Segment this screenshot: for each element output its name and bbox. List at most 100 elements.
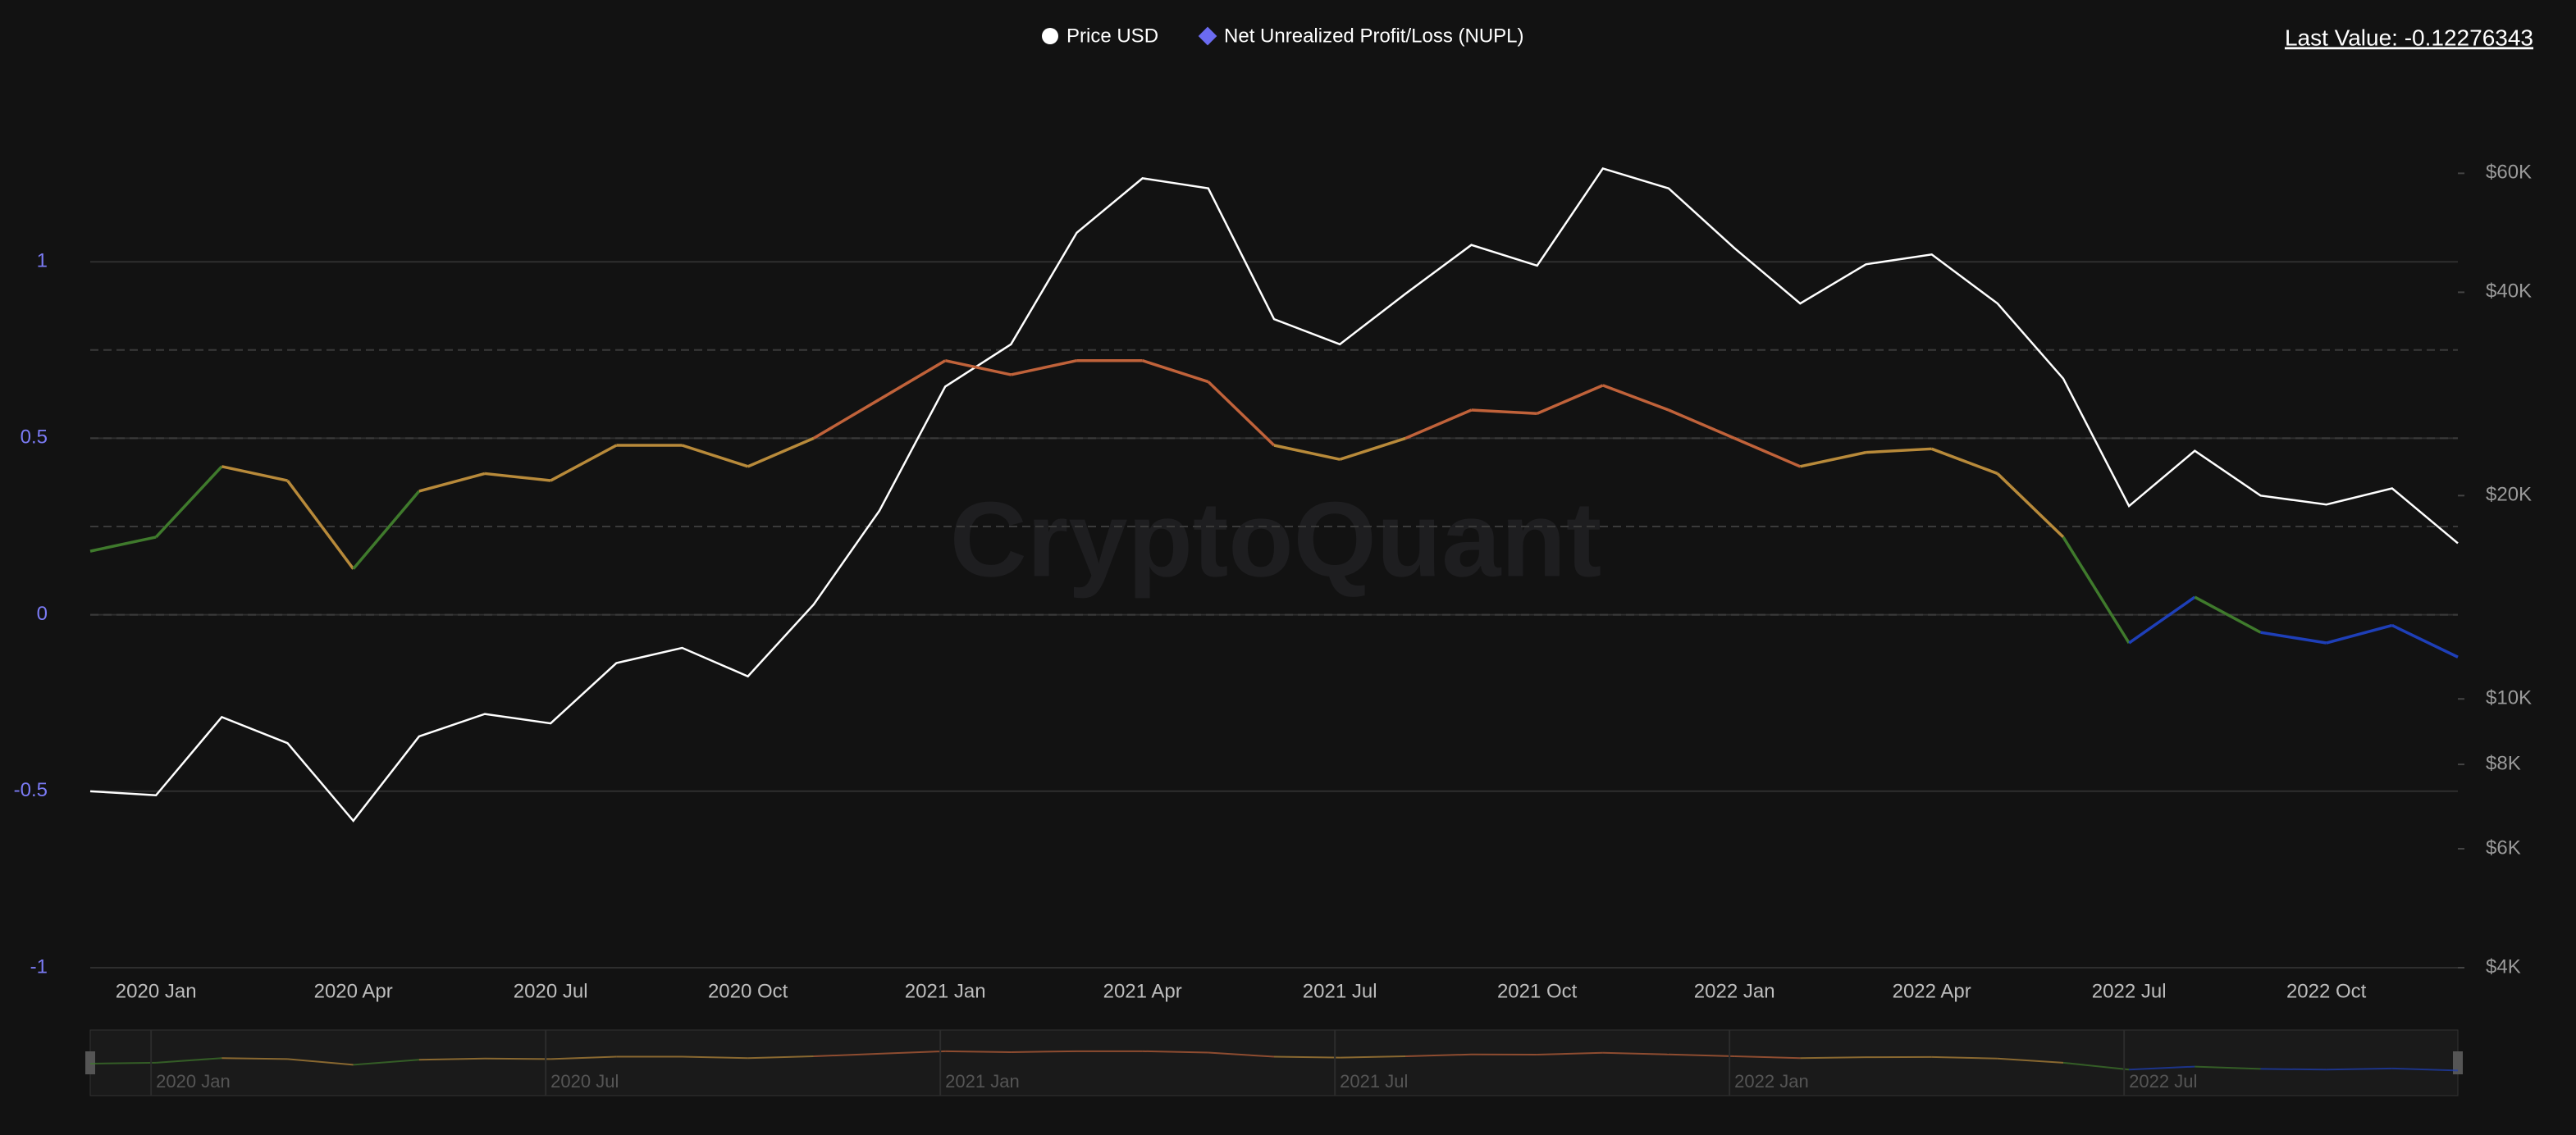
- y2-tick-label: $8K: [2486, 752, 2521, 774]
- y-tick-label: 0: [37, 603, 48, 625]
- navigator-segment: [879, 1050, 946, 1055]
- navigator-segment: [2129, 1065, 2195, 1071]
- navigator[interactable]: [89, 1029, 2459, 1096]
- x-tick-label: 2022 Apr: [1893, 980, 1971, 1002]
- nupl-segment: [1404, 408, 1473, 440]
- navigator-label: 2021 Jan: [945, 1071, 1020, 1092]
- nupl-segment: [1471, 408, 1537, 416]
- nupl-segment: [1273, 444, 1341, 461]
- y2-tick-label: $6K: [2486, 836, 2521, 859]
- nupl-segment: [221, 465, 288, 482]
- navigator-segment: [945, 1050, 1012, 1053]
- navigator-segment: [89, 1061, 157, 1064]
- navigator-segment: [1405, 1053, 1472, 1057]
- nupl-segment: [1668, 408, 1735, 440]
- x-tick-label: 2021 Oct: [1497, 980, 1578, 1002]
- nupl-segment: [2326, 623, 2393, 645]
- nupl-segment: [2391, 623, 2459, 659]
- legend-marker: [1042, 28, 1058, 44]
- navigator-segment: [1273, 1055, 1341, 1059]
- nupl-segment: [550, 444, 618, 482]
- legend-label[interactable]: Price USD: [1066, 25, 1158, 47]
- nupl-segment: [879, 359, 947, 401]
- x-tick-label: 2020 Apr: [314, 980, 393, 1002]
- y2-tick-label: $40K: [2486, 280, 2532, 303]
- nupl-segment: [484, 472, 551, 482]
- nupl-segment: [1142, 359, 1209, 384]
- navigator-label: 2022 Jan: [1734, 1071, 1809, 1092]
- nupl-segment: [1339, 436, 1406, 461]
- nupl-segment: [352, 490, 421, 570]
- y-tick-label: 1: [37, 250, 48, 272]
- nupl-segment: [154, 465, 223, 539]
- navigator-segment: [1340, 1055, 1406, 1059]
- nupl-segment: [1733, 436, 1802, 468]
- navigator-segment: [682, 1055, 748, 1060]
- nupl-segment: [812, 398, 880, 440]
- navigator-segment: [2195, 1065, 2261, 1070]
- navigator-segment: [813, 1052, 880, 1057]
- nupl-segment: [944, 359, 1012, 376]
- y-tick-label: -0.5: [14, 779, 48, 801]
- nupl-segment: [681, 444, 749, 468]
- navigator-label: 2020 Jul: [550, 1071, 619, 1092]
- nupl-segment: [1866, 447, 1932, 454]
- last-value[interactable]: Last Value: -0.12276343: [2285, 25, 2533, 50]
- navigator-label: 2021 Jul: [1340, 1071, 1408, 1092]
- navigator-segment: [156, 1057, 222, 1064]
- nupl-segment: [2128, 595, 2196, 645]
- x-tick-label: 2022 Jan: [1694, 980, 1775, 1002]
- price-line: [89, 166, 2459, 823]
- navigator-segment: [1011, 1050, 1077, 1053]
- navigator-segment: [747, 1055, 814, 1060]
- y2-tick-label: $20K: [2486, 484, 2532, 506]
- x-tick-label: 2022 Oct: [2286, 980, 2367, 1002]
- nupl-segment: [1799, 450, 1866, 468]
- nupl-segment: [286, 480, 355, 570]
- navigator-segment: [1997, 1057, 2064, 1064]
- y2-tick-label: $10K: [2486, 687, 2532, 709]
- nupl-segment: [747, 436, 815, 468]
- nupl-segment: [89, 536, 157, 553]
- watermark: CryptoQuant: [950, 479, 1601, 599]
- navigator-label: 2022 Jul: [2129, 1071, 2197, 1092]
- navigator-segment: [2062, 1061, 2130, 1071]
- navigator-segment: [1931, 1055, 1998, 1060]
- navigator-segment: [1142, 1050, 1208, 1054]
- navigator-segment: [1668, 1053, 1735, 1057]
- navigator-segment: [1208, 1051, 1275, 1058]
- navigator-segment: [418, 1057, 486, 1061]
- navigator-segment: [484, 1057, 551, 1060]
- navigator-segment: [287, 1058, 354, 1066]
- legend-label[interactable]: Net Unrealized Profit/Loss (NUPL): [1224, 25, 1523, 47]
- nupl-segment: [2062, 536, 2131, 644]
- x-tick-label: 2021 Jul: [1303, 980, 1377, 1002]
- y2-tick-label: $4K: [2486, 955, 2521, 978]
- x-tick-label: 2021 Jan: [905, 980, 986, 1002]
- navigator-segment: [1537, 1051, 1603, 1056]
- x-tick-label: 2020 Jul: [514, 980, 588, 1002]
- nupl-segment: [1931, 447, 1998, 476]
- nupl-segment: [1996, 472, 2065, 539]
- navigator-segment: [550, 1055, 617, 1060]
- navigator-handle[interactable]: [2453, 1051, 2463, 1074]
- x-tick-label: 2020 Oct: [708, 980, 788, 1002]
- y-tick-label: 0.5: [21, 426, 48, 449]
- nupl-segment: [2260, 631, 2327, 645]
- nupl-segment: [1010, 359, 1077, 376]
- nupl-segment: [1602, 384, 1669, 412]
- nupl-segment: [1207, 381, 1276, 447]
- navigator-segment: [222, 1057, 288, 1060]
- nupl-segment: [1536, 384, 1604, 415]
- navigator-segment: [1602, 1051, 1669, 1055]
- y-tick-label: -1: [30, 955, 48, 978]
- x-tick-label: 2022 Jul: [2092, 980, 2167, 1002]
- x-tick-label: 2021 Apr: [1103, 980, 1182, 1002]
- y2-tick-label: $60K: [2486, 162, 2532, 184]
- navigator-label: 2020 Jan: [156, 1071, 231, 1092]
- nupl-segment: [418, 472, 486, 493]
- navigator-segment: [353, 1059, 419, 1066]
- x-tick-label: 2020 Jan: [116, 980, 197, 1002]
